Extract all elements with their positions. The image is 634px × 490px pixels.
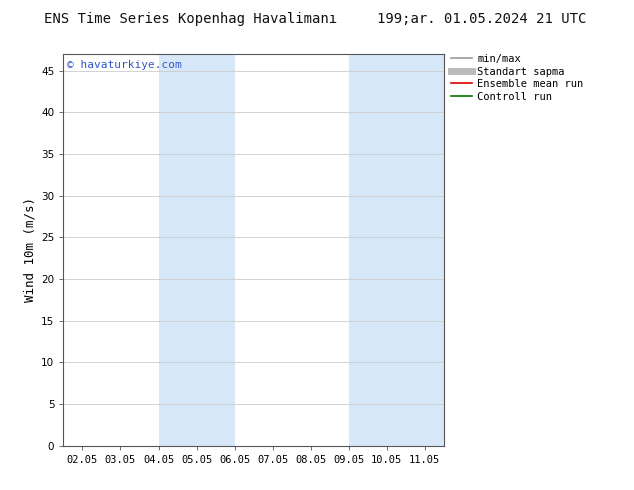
Y-axis label: Wind 10m (m/s): Wind 10m (m/s) — [24, 197, 37, 302]
Legend: min/max, Standart sapma, Ensemble mean run, Controll run: min/max, Standart sapma, Ensemble mean r… — [451, 54, 584, 102]
Text: ENS Time Series Kopenhag Havalimanı: ENS Time Series Kopenhag Havalimanı — [44, 12, 337, 26]
Bar — [349, 54, 444, 446]
Bar — [158, 54, 235, 446]
Text: © havaturkiye.com: © havaturkiye.com — [67, 60, 182, 70]
Text: 199;ar. 01.05.2024 21 UTC: 199;ar. 01.05.2024 21 UTC — [377, 12, 586, 26]
